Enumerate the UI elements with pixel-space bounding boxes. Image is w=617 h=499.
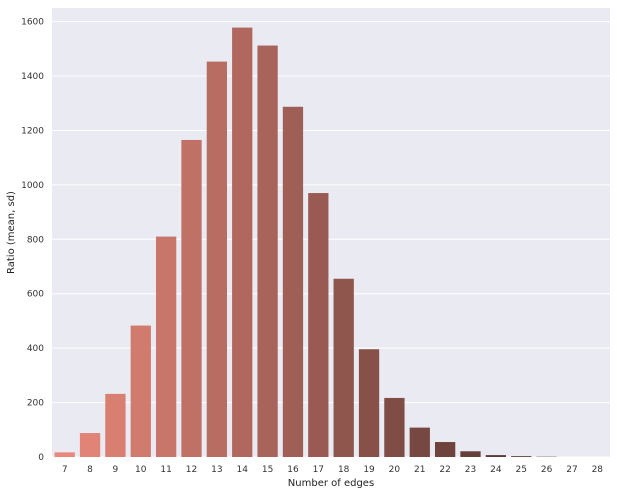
y-tick-label: 0: [38, 453, 44, 463]
y-tick-label: 1400: [21, 72, 44, 82]
bar-24: [486, 455, 506, 457]
bar-19: [359, 349, 379, 457]
bar-7: [55, 452, 75, 457]
bar-18: [334, 279, 354, 457]
bar-14: [232, 28, 252, 457]
x-tick-label: 24: [490, 465, 502, 475]
x-tick-label: 15: [262, 465, 273, 475]
y-tick-label: 200: [27, 399, 44, 409]
x-tick-label: 25: [516, 465, 527, 475]
x-tick-label: 28: [592, 465, 604, 475]
x-tick-label: 10: [135, 465, 147, 475]
x-tick-label: 23: [465, 465, 476, 475]
bar-16: [283, 107, 303, 457]
x-tick-label: 9: [113, 465, 119, 475]
x-tick-labels: 7 8 9 10 11 12 13 14 15 16 17 18 19 20 21 22 23 24 25 26 27 2…: [62, 465, 604, 475]
bar-21: [410, 428, 430, 457]
bar-12: [181, 140, 201, 457]
x-tick-label: 26: [541, 465, 553, 475]
x-tick-label: 18: [338, 465, 350, 475]
x-tick-label: 8: [87, 465, 93, 475]
y-axis-title: Ratio (mean, sd): [6, 191, 17, 274]
x-tick-label: 13: [211, 465, 222, 475]
bar-9: [105, 394, 125, 457]
x-tick-label: 27: [566, 465, 577, 475]
x-tick-label: 11: [160, 465, 171, 475]
bar-23: [460, 451, 480, 457]
y-tick-labels: 0 200 400 600 800 1000 1200 1400 1600: [21, 18, 44, 463]
x-axis-title: Number of edges: [288, 478, 374, 489]
bar-11: [156, 237, 176, 457]
bar-25: [511, 456, 531, 457]
bar-20: [384, 398, 404, 457]
bar-10: [131, 326, 151, 457]
x-tick-label: 17: [313, 465, 324, 475]
bar-13: [207, 62, 227, 457]
x-tick-label: 21: [414, 465, 425, 475]
y-tick-label: 400: [27, 344, 44, 354]
bar-22: [435, 442, 455, 457]
x-tick-label: 12: [186, 465, 197, 475]
x-tick-label: 16: [287, 465, 299, 475]
x-tick-label: 19: [363, 465, 375, 475]
x-tick-label: 7: [62, 465, 68, 475]
y-tick-label: 800: [27, 235, 44, 245]
bar-15: [257, 46, 277, 457]
y-tick-label: 1600: [21, 18, 44, 28]
bar-17: [308, 193, 328, 457]
bar-8: [80, 433, 100, 457]
y-tick-label: 1200: [21, 126, 44, 136]
x-tick-label: 20: [389, 465, 401, 475]
x-tick-label: 14: [237, 465, 249, 475]
y-tick-label: 1000: [21, 181, 44, 191]
y-tick-label: 600: [27, 290, 44, 300]
x-tick-label: 22: [439, 465, 450, 475]
